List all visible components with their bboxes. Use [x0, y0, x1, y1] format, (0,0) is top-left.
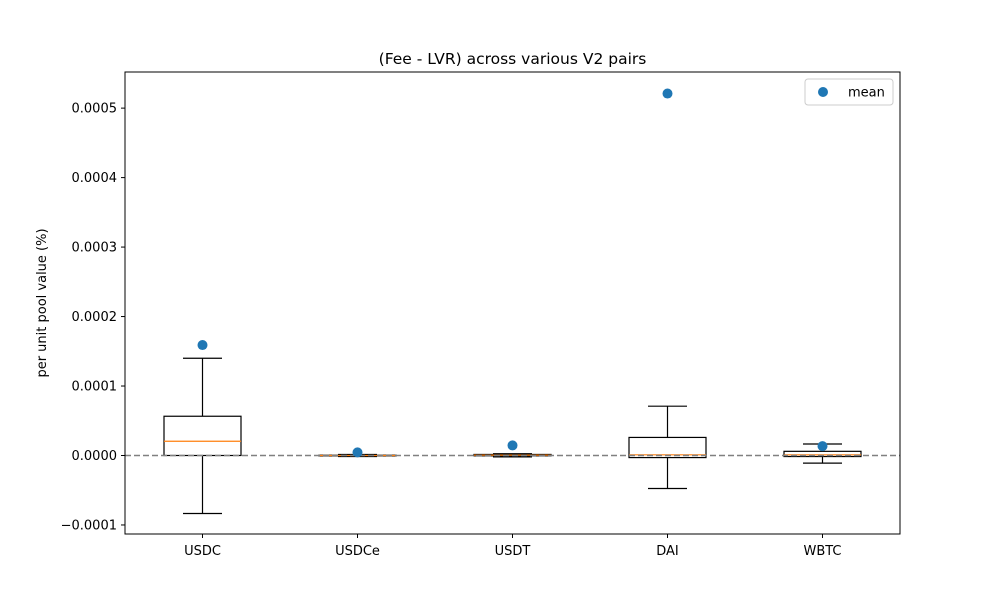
x-tick-label: USDT	[495, 544, 531, 559]
x-tick-label: USDCe	[335, 544, 380, 559]
y-tick-label: 0.0003	[72, 241, 118, 256]
mean-point	[662, 88, 673, 99]
y-tick-label: 0.0002	[72, 310, 118, 325]
plot-area: −0.0001 0.0000 0.0001 0.0002 0.0003 0.0004 0.0…	[61, 88, 900, 559]
y-tick-label: 0.0000	[72, 449, 118, 464]
box-iqr	[783, 450, 862, 458]
mean-point	[507, 440, 518, 451]
y-tick-label: 0.0005	[72, 102, 118, 117]
y-tick-label: 0.0004	[72, 171, 118, 186]
legend: mean	[804, 78, 894, 106]
chart-title: (Fee - LVR) across various V2 pairs	[379, 50, 647, 68]
y-tick-label: 0.0001	[72, 380, 118, 395]
mean-point	[197, 340, 208, 351]
mean-point	[352, 447, 363, 458]
legend-box	[804, 78, 894, 106]
legend-mean-label: mean	[848, 86, 885, 101]
legend-mean-marker	[818, 87, 828, 97]
x-tick-label: DAI	[656, 544, 679, 559]
box-iqr	[628, 436, 707, 459]
x-tick-label: WBTC	[803, 544, 841, 559]
mean-point	[817, 441, 828, 452]
x-tick-label: USDC	[184, 544, 221, 559]
y-axis-label: per unit pool value (%)	[35, 228, 50, 377]
y-tick-label: −0.0001	[61, 518, 117, 533]
plot-frame	[124, 71, 901, 535]
